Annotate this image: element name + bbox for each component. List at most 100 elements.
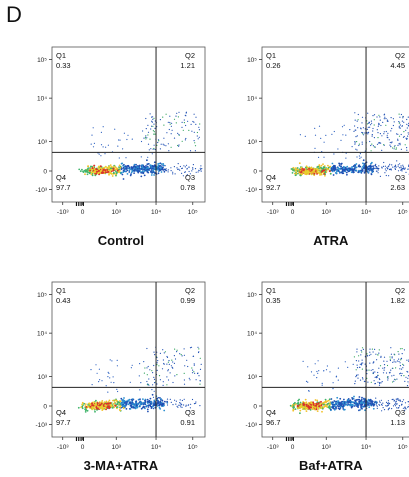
data-point <box>119 403 122 406</box>
data-point <box>400 165 402 167</box>
data-point <box>374 400 376 402</box>
data-point <box>109 359 111 361</box>
data-point <box>320 164 323 167</box>
data-point <box>292 407 295 409</box>
data-point <box>298 162 301 165</box>
data-point <box>397 170 400 172</box>
data-point <box>394 405 397 407</box>
data-point <box>364 164 366 167</box>
data-point <box>357 127 359 129</box>
data-point <box>157 397 159 399</box>
data-point <box>392 361 394 363</box>
data-point <box>400 113 402 116</box>
data-point <box>104 171 107 174</box>
data-point <box>159 400 162 403</box>
data-point <box>134 402 137 405</box>
data-point <box>371 348 373 350</box>
data-point <box>99 167 102 170</box>
data-point <box>357 406 359 408</box>
data-point <box>321 384 323 386</box>
data-point <box>346 165 349 168</box>
scatter-points <box>77 346 202 413</box>
data-point <box>84 403 87 405</box>
scatter-points <box>78 111 203 180</box>
data-point <box>118 409 121 411</box>
data-point <box>299 409 302 412</box>
data-point <box>160 398 163 400</box>
data-point <box>77 406 80 409</box>
data-point <box>95 364 97 366</box>
data-point <box>399 144 401 146</box>
data-point <box>183 119 185 121</box>
data-point <box>91 134 93 136</box>
data-point <box>386 136 388 138</box>
data-point <box>197 346 199 348</box>
data-point <box>354 112 356 114</box>
data-point <box>378 165 380 167</box>
data-point <box>314 147 316 149</box>
data-point <box>338 163 341 165</box>
data-point <box>193 403 196 405</box>
data-point <box>147 410 149 413</box>
data-point <box>388 175 390 177</box>
data-point <box>355 360 357 362</box>
data-point <box>379 116 381 118</box>
data-point <box>352 171 355 174</box>
data-point <box>129 408 132 410</box>
data-point <box>349 404 352 407</box>
data-point <box>371 171 374 174</box>
data-point <box>355 129 357 131</box>
data-point <box>145 135 147 137</box>
data-point <box>104 165 107 168</box>
data-point <box>167 361 169 363</box>
data-point <box>384 165 386 167</box>
data-point <box>361 122 363 124</box>
data-point <box>153 390 155 392</box>
data-point <box>313 172 316 175</box>
data-point <box>327 166 330 169</box>
data-point <box>400 368 403 370</box>
data-point <box>105 146 107 148</box>
data-point <box>362 132 364 134</box>
data-point <box>200 169 202 171</box>
data-point <box>130 406 133 409</box>
data-point <box>374 371 376 373</box>
data-point <box>84 408 86 411</box>
q4-label: Q4 <box>56 173 66 182</box>
data-point <box>100 131 102 133</box>
data-point <box>136 405 139 408</box>
x-tick-label: 10⁴ <box>151 209 161 216</box>
data-point <box>157 172 160 175</box>
data-point <box>123 405 126 407</box>
data-point <box>340 401 343 404</box>
data-point <box>343 124 345 126</box>
data-point <box>337 400 339 402</box>
data-point <box>389 356 391 358</box>
data-point <box>382 372 385 374</box>
data-point <box>178 168 180 170</box>
data-point <box>362 159 365 162</box>
data-point <box>86 409 89 412</box>
data-point <box>310 371 313 373</box>
data-point <box>91 408 94 411</box>
data-point <box>320 400 322 403</box>
data-point <box>380 142 382 144</box>
data-point <box>95 172 98 175</box>
data-point <box>88 402 91 405</box>
data-point <box>163 144 165 146</box>
data-point <box>140 403 143 405</box>
data-point <box>373 361 375 363</box>
data-point <box>178 145 180 147</box>
data-point <box>331 401 334 403</box>
data-point <box>84 173 86 176</box>
data-point <box>197 372 199 374</box>
data-point <box>367 171 370 174</box>
data-point <box>86 405 89 408</box>
data-point <box>90 369 92 371</box>
data-point <box>369 402 371 404</box>
data-point <box>381 410 383 412</box>
chart-panel-3: -10³ 0 10³ 10⁴ 10⁵ 10⁵ 10⁴ 10³ 0 -10³ Q10.43 Q20.99… <box>35 281 206 473</box>
data-point <box>152 118 154 120</box>
data-point <box>109 402 112 405</box>
data-point <box>115 167 118 170</box>
